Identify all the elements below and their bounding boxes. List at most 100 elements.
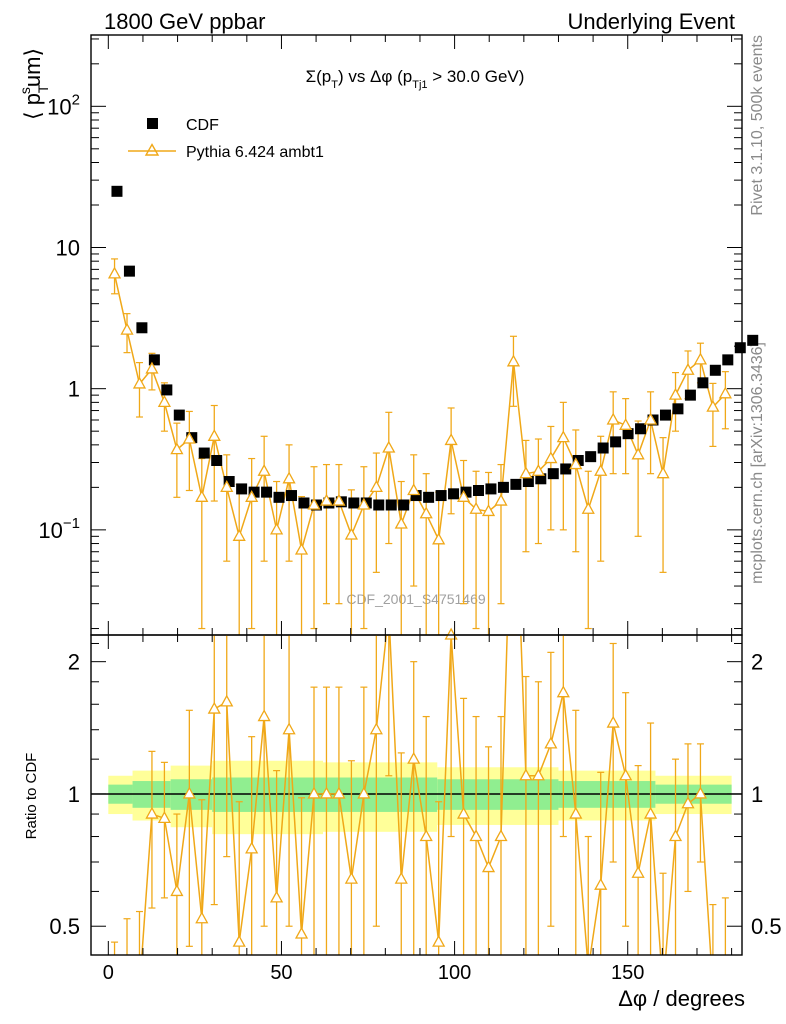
- cdf-point: [198, 447, 210, 459]
- mc-point: [245, 489, 259, 502]
- ratio-point: [681, 796, 695, 809]
- legend-mc-marker: [144, 143, 160, 156]
- mc-point: [220, 480, 234, 493]
- mc-point: [145, 361, 159, 374]
- mc-point: [506, 354, 521, 367]
- ratio-point: [182, 786, 196, 799]
- ratio-point: [319, 786, 334, 799]
- ratio-point: [344, 871, 358, 884]
- cdf-point: [148, 354, 160, 366]
- mc-point: [307, 497, 321, 510]
- cdf-point: [472, 485, 484, 497]
- cdf-point: [448, 488, 460, 500]
- ratio-point: [394, 871, 408, 884]
- ratio-point: [195, 911, 209, 924]
- ratio-point: [220, 694, 234, 707]
- ratio-point: [456, 806, 471, 819]
- ratio-point: [643, 806, 658, 819]
- mc-point: [606, 412, 620, 425]
- ratio-y-tick-label: 1: [68, 782, 80, 807]
- cdf-point: [398, 499, 410, 511]
- mc-point: [207, 428, 221, 441]
- mc-point: [394, 516, 408, 529]
- mc-point: [594, 463, 608, 476]
- mc-point: [556, 430, 570, 443]
- x-tick-label: 50: [270, 962, 292, 984]
- y-tick-label: 102: [47, 91, 80, 119]
- ratio-point: [693, 786, 708, 799]
- cdf-point: [709, 364, 721, 376]
- ratio-point: [145, 806, 159, 819]
- cdf-point: [410, 490, 422, 502]
- header-left: 1800 GeV ppbar: [104, 9, 265, 34]
- ratio-point: [556, 685, 570, 698]
- ratio-y-tick-label: 0.5: [49, 914, 80, 939]
- ratio-y-tick-label-right: 0.5: [751, 914, 782, 939]
- cdf-point: [535, 473, 547, 485]
- mc-point: [182, 431, 196, 444]
- cdf-point: [261, 486, 273, 498]
- cdf-point: [373, 499, 385, 511]
- mc-series-line: [113, 273, 726, 551]
- mc-point: [282, 471, 296, 484]
- legend: CDF Pythia 6.424 ambt1: [128, 117, 324, 161]
- mc-point: [706, 399, 720, 412]
- mc-point: [718, 386, 732, 399]
- ratio-point: [469, 829, 483, 842]
- cdf-point: [348, 497, 360, 509]
- cdf-point: [285, 490, 297, 502]
- ratio-point: [357, 786, 371, 799]
- cdf-point: [747, 334, 759, 346]
- cdf-point: [522, 476, 534, 488]
- ratio-point: [332, 786, 346, 799]
- mc-point: [693, 352, 708, 365]
- mc-point: [668, 387, 683, 400]
- ratio-point: [619, 768, 633, 781]
- mc-point: [519, 466, 533, 479]
- mc-point: [232, 528, 246, 541]
- cdf-point: [510, 478, 522, 490]
- x-tick-label: 150: [611, 962, 644, 984]
- ratio-point: [232, 934, 246, 947]
- ratio-point: [270, 890, 284, 903]
- header-right: Underlying Event: [567, 9, 735, 34]
- cdf-point: [672, 403, 684, 415]
- cdf-point: [722, 354, 734, 366]
- ratio-frame: [90, 634, 743, 956]
- cdf-point: [622, 428, 634, 440]
- cdf-point: [635, 423, 647, 435]
- cdf-point: [123, 265, 135, 277]
- mc-point: [444, 433, 458, 446]
- mc-point: [170, 442, 184, 455]
- ratio-point: [481, 860, 496, 873]
- mc-point: [681, 362, 695, 375]
- mc-point: [544, 451, 558, 464]
- mc-point: [344, 527, 358, 540]
- cdf-point: [236, 483, 248, 495]
- ratio-point: [245, 841, 259, 854]
- cdf-point: [385, 499, 397, 511]
- x-tick-label: 0: [103, 962, 114, 984]
- cdf-point: [547, 468, 559, 480]
- mc-point: [619, 417, 633, 430]
- x-tick-label: 100: [438, 962, 471, 984]
- mc-point: [270, 522, 284, 535]
- ratio-point: [494, 829, 508, 842]
- cdf-point: [697, 377, 709, 389]
- mc-point: [257, 463, 271, 476]
- y-tick-label: 10: [56, 235, 80, 260]
- ratio-point: [668, 829, 683, 842]
- mc-point: [531, 463, 545, 476]
- ratio-y-tick-label-right: 1: [751, 782, 763, 807]
- mc-point: [581, 501, 595, 514]
- cdf-point: [211, 454, 223, 466]
- mc-point: [132, 376, 147, 389]
- cdf-point: [111, 185, 123, 197]
- ratio-point: [432, 934, 446, 947]
- ratio-point: [594, 877, 608, 890]
- ratio-ylabel: Ratio to CDF: [23, 753, 40, 840]
- cdf-point: [659, 409, 671, 421]
- mc-point: [432, 532, 446, 545]
- main-ylabel: ⟨ pTsum⟩: [17, 48, 51, 120]
